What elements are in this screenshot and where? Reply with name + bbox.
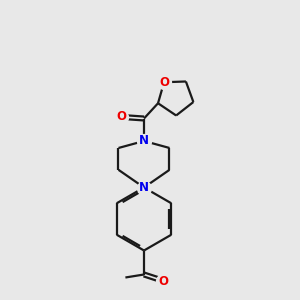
Text: N: N [139,181,149,194]
Text: O: O [116,110,126,124]
Text: O: O [158,275,168,288]
Text: N: N [139,134,149,148]
Text: O: O [159,76,169,89]
